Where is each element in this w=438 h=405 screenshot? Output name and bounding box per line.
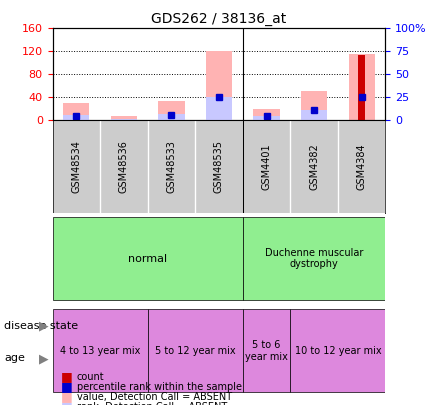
Text: GSM4384: GSM4384 [357,143,367,190]
Bar [358,55,365,121]
Text: disease state: disease state [4,321,78,331]
Bar [159,102,184,121]
Bar [349,54,375,121]
Text: GSM48535: GSM48535 [214,140,224,193]
Text: GSM48533: GSM48533 [166,140,177,193]
Bar [159,113,184,121]
Text: ▶: ▶ [39,352,49,365]
Text: ▶: ▶ [39,320,49,333]
Text: ■: ■ [60,370,72,383]
Text: ■: ■ [60,401,72,405]
FancyBboxPatch shape [148,309,243,392]
Text: age: age [4,354,25,363]
Bar [111,119,137,121]
Bar [254,109,279,121]
Text: percentile rank within the sample: percentile rank within the sample [77,382,242,392]
Bar [63,115,89,121]
Bar [63,103,89,121]
Text: Duchenne muscular
dystrophy: Duchenne muscular dystrophy [265,248,363,269]
Text: 10 to 12 year mix: 10 to 12 year mix [295,346,381,356]
Text: count: count [77,372,104,382]
Text: ■: ■ [60,380,72,393]
Text: rank, Detection Call = ABSENT: rank, Detection Call = ABSENT [77,402,227,405]
Text: ■: ■ [60,390,72,403]
Bar [111,116,137,121]
Text: normal: normal [128,254,167,264]
FancyBboxPatch shape [290,309,385,392]
Bar [206,98,232,121]
Text: GSM4382: GSM4382 [309,143,319,190]
Bar [301,110,327,121]
Bar [301,91,327,121]
Text: 5 to 12 year mix: 5 to 12 year mix [155,346,236,356]
Bar [254,116,279,121]
FancyBboxPatch shape [53,217,243,300]
Text: 5 to 6
year mix: 5 to 6 year mix [245,340,288,362]
FancyBboxPatch shape [53,309,148,392]
Text: value, Detection Call = ABSENT: value, Detection Call = ABSENT [77,392,232,402]
Bar [206,51,232,121]
Title: GDS262 / 38136_at: GDS262 / 38136_at [152,12,286,26]
FancyBboxPatch shape [243,217,385,300]
Text: GSM48536: GSM48536 [119,140,129,193]
Text: GSM4401: GSM4401 [261,143,272,190]
FancyBboxPatch shape [243,309,290,392]
Text: GSM48534: GSM48534 [71,140,81,193]
Text: 4 to 13 year mix: 4 to 13 year mix [60,346,140,356]
